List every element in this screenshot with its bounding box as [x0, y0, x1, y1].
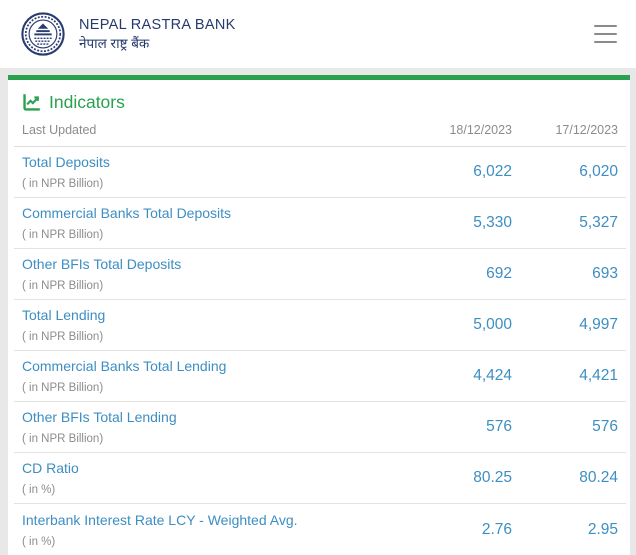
- indicator-value-previous: 693: [592, 265, 618, 282]
- indicator-value-previous: 576: [592, 418, 618, 435]
- indicator-row-total-lending: Total Lending ( in NPR Billion) 5,000 4,…: [14, 300, 626, 351]
- column-date-previous: 17/12/2023: [555, 123, 618, 137]
- indicator-title-link[interactable]: Commercial Banks Total Deposits: [22, 205, 232, 221]
- indicator-unit: ( in %): [22, 484, 56, 496]
- indicator-title-link[interactable]: Commercial Banks Total Lending: [22, 358, 227, 374]
- chart-line-icon: [22, 93, 41, 112]
- indicator-title-link[interactable]: Total Lending: [22, 307, 106, 323]
- indicators-table-header: Last Updated 18/12/2023 17/12/2023: [14, 120, 626, 147]
- indicator-value-current: 80.25: [473, 469, 512, 486]
- indicator-unit: ( in NPR Billion): [22, 331, 104, 343]
- hamburger-menu-icon[interactable]: [594, 22, 617, 46]
- indicator-title-link[interactable]: Other BFIs Total Lending: [22, 409, 177, 425]
- nrb-seal-logo-icon: [20, 11, 66, 57]
- indicator-row-other-bfis-total-lending: Other BFIs Total Lending ( in NPR Billio…: [14, 402, 626, 453]
- indicator-value-previous: 5,327: [579, 214, 618, 231]
- indicator-row-total-deposits: Total Deposits ( in NPR Billion) 6,022 6…: [14, 147, 626, 198]
- indicator-value-previous: 80.24: [579, 469, 618, 486]
- indicator-row-commercial-banks-total-deposits: Commercial Banks Total Deposits ( in NPR…: [14, 198, 626, 249]
- last-updated-label: Last Updated: [22, 123, 97, 137]
- indicator-title-link[interactable]: Other BFIs Total Deposits: [22, 256, 182, 272]
- indicator-value-previous: 2.95: [587, 520, 618, 538]
- indicator-value-current: 692: [486, 265, 512, 282]
- indicator-unit: ( in NPR Billion): [22, 229, 104, 241]
- indicator-row-commercial-banks-total-lending: Commercial Banks Total Lending ( in NPR …: [14, 351, 626, 402]
- column-date-current: 18/12/2023: [449, 123, 512, 137]
- indicator-title-link[interactable]: Total Deposits: [22, 154, 110, 170]
- indicator-unit: ( in NPR Billion): [22, 433, 104, 445]
- indicator-value-previous: 4,997: [579, 316, 618, 333]
- indicator-value-current: 5,000: [473, 316, 512, 333]
- bank-name-english: NEPAL RASTRA BANK: [79, 16, 236, 33]
- indicator-row-cd-ratio: CD Ratio ( in %) 80.25 80.24: [14, 453, 626, 504]
- indicator-unit: ( in NPR Billion): [22, 280, 104, 292]
- indicators-heading: Indicators: [14, 80, 626, 120]
- indicator-value-previous: 6,020: [579, 163, 618, 180]
- indicator-value-current: 5,330: [473, 214, 512, 231]
- indicator-value-previous: 4,421: [579, 367, 618, 384]
- indicator-unit: ( in NPR Billion): [22, 178, 104, 190]
- indicator-title-link[interactable]: Interbank Interest Rate LCY - Weighted A…: [22, 511, 298, 528]
- indicator-row-interbank-interest-rate: Interbank Interest Rate LCY - Weighted A…: [14, 504, 626, 555]
- indicator-value-current: 2.76: [481, 520, 512, 538]
- indicator-unit: ( in NPR Billion): [22, 382, 104, 394]
- indicator-value-current: 576: [486, 418, 512, 435]
- indicator-value-current: 6,022: [473, 163, 512, 180]
- indicator-value-current: 4,424: [473, 367, 512, 384]
- indicator-title-link[interactable]: CD Ratio: [22, 460, 79, 476]
- indicator-row-other-bfis-total-deposits: Other BFIs Total Deposits ( in NPR Billi…: [14, 249, 626, 300]
- bank-name-nepali: नेपाल राष्ट्र बैंक: [79, 35, 150, 51]
- indicators-title-text: Indicators: [49, 92, 125, 112]
- indicators-card: Indicators Last Updated 18/12/2023 17/12…: [8, 75, 630, 555]
- brand-home-link[interactable]: NEPAL RASTRA BANK नेपाल राष्ट्र बैंक: [20, 11, 236, 57]
- site-header: NEPAL RASTRA BANK नेपाल राष्ट्र बैंक: [0, 0, 636, 68]
- indicator-unit: ( in %): [22, 535, 56, 548]
